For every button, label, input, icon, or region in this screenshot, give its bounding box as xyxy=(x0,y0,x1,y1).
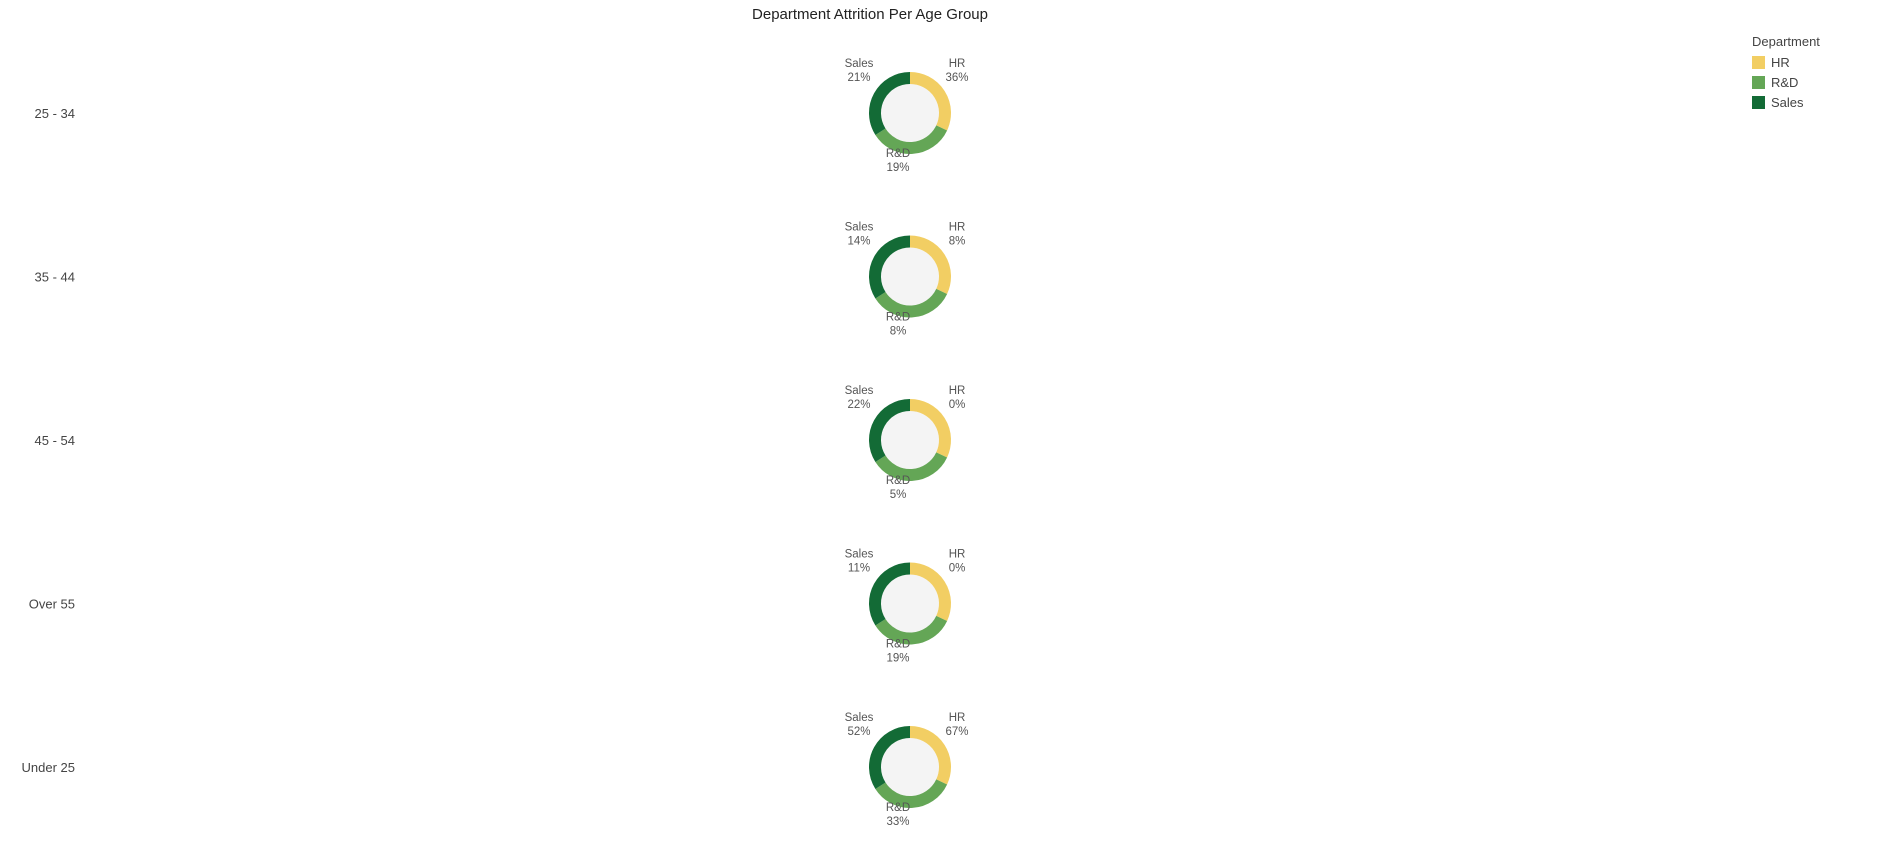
slice-label-name-hr: HR xyxy=(949,385,966,397)
legend-label-rd: R&D xyxy=(1771,74,1799,90)
slice-label-value-sales: 52% xyxy=(847,726,870,738)
donut-slice-hr[interactable] xyxy=(909,562,951,621)
slice-label-value-hr: 0% xyxy=(949,399,966,411)
slice-label-value-rd: 5% xyxy=(890,489,907,501)
donut-slice-hr[interactable] xyxy=(909,399,951,458)
donut-hole xyxy=(881,738,939,796)
donut-hole xyxy=(881,411,939,469)
donut-slice-sales[interactable] xyxy=(869,726,911,789)
legend-item-sales[interactable]: Sales xyxy=(1752,92,1820,112)
slice-label-value-sales: 11% xyxy=(848,563,870,575)
donut-chart-grid: 25 - 34 HR 36% R&D 19% Sales 21% 35 - 44 HR 8% R&D… xyxy=(22,58,969,828)
donut-slice-rd[interactable] xyxy=(875,452,948,481)
donut-group-over-55: Over 55 HR 0% R&D 19% Sales 11% xyxy=(29,549,966,665)
donut-slice-sales[interactable] xyxy=(869,72,911,135)
legend-item-hr[interactable]: HR xyxy=(1752,52,1820,72)
legend-title: Department xyxy=(1752,34,1820,49)
donut-slice-rd[interactable] xyxy=(875,779,948,808)
slice-label-name-sales: Sales xyxy=(845,58,874,70)
slice-label-value-hr: 67% xyxy=(945,726,968,738)
legend-item-rd[interactable]: R&D xyxy=(1752,72,1820,92)
slice-label-name-rd: R&D xyxy=(886,475,910,487)
slice-label-name-sales: Sales xyxy=(845,712,874,724)
donut-slice-rd[interactable] xyxy=(875,288,948,318)
slice-label-name-sales: Sales xyxy=(845,222,874,234)
slice-label-name-hr: HR xyxy=(949,712,966,724)
donut-slice-hr[interactable] xyxy=(909,235,951,294)
donut-slice-sales[interactable] xyxy=(869,562,911,626)
donut-group-45-54: 45 - 54 HR 0% R&D 5% Sales 22% xyxy=(35,385,966,501)
slice-label-name-hr: HR xyxy=(949,58,966,70)
slice-label-name-rd: R&D xyxy=(886,312,910,324)
slice-label-value-rd: 19% xyxy=(886,162,909,174)
slice-label-name-sales: Sales xyxy=(845,549,874,561)
slice-label-name-sales: Sales xyxy=(845,385,874,397)
legend-swatch-hr xyxy=(1752,55,1765,69)
slice-label-name-hr: HR xyxy=(949,222,966,234)
donut-slice-sales[interactable] xyxy=(869,399,911,462)
row-label-45-54: 45 - 54 xyxy=(35,433,75,448)
legend-label-hr: HR xyxy=(1771,54,1790,70)
legend: Department HR R&D Sales xyxy=(1752,34,1820,112)
slice-label-value-hr: 36% xyxy=(945,72,968,84)
slice-label-name-hr: HR xyxy=(949,549,966,561)
slice-label-name-rd: R&D xyxy=(886,802,910,814)
donut-group-25-34: 25 - 34 HR 36% R&D 19% Sales 21% xyxy=(35,58,969,174)
donut-slice-rd[interactable] xyxy=(875,125,948,154)
row-label-over-55: Over 55 xyxy=(29,597,75,612)
donut-slice-sales[interactable] xyxy=(869,235,911,299)
legend-swatch-rd xyxy=(1752,75,1765,89)
slice-label-value-rd: 19% xyxy=(886,653,909,665)
legend-swatch-sales xyxy=(1752,95,1765,109)
chart-title: Department Attrition Per Age Group xyxy=(752,6,988,23)
donut-slice-hr[interactable] xyxy=(909,72,951,131)
slice-label-name-rd: R&D xyxy=(886,639,910,651)
slice-label-name-rd: R&D xyxy=(886,148,910,160)
donut-hole xyxy=(881,247,939,306)
donut-group-35-44: 35 - 44 HR 8% R&D 8% Sales 14% xyxy=(35,222,966,338)
donut-hole xyxy=(881,84,939,142)
slice-label-value-sales: 14% xyxy=(847,236,870,248)
slice-label-value-hr: 0% xyxy=(949,563,966,575)
donut-slice-hr[interactable] xyxy=(909,726,951,785)
legend-label-sales: Sales xyxy=(1771,94,1804,110)
donut-hole xyxy=(881,574,939,633)
slice-label-value-rd: 8% xyxy=(890,326,907,338)
donut-group-under-25: Under 25 HR 67% R&D 33% Sales 52% xyxy=(22,712,969,828)
row-label-35-44: 35 - 44 xyxy=(35,270,75,285)
donut-slice-rd[interactable] xyxy=(875,615,948,645)
slice-label-value-hr: 8% xyxy=(949,236,966,248)
row-label-25-34: 25 - 34 xyxy=(35,106,75,121)
slice-label-value-sales: 21% xyxy=(847,72,870,84)
slice-label-value-rd: 33% xyxy=(886,816,909,828)
slice-label-value-sales: 22% xyxy=(847,399,870,411)
row-label-under-25: Under 25 xyxy=(22,760,75,775)
